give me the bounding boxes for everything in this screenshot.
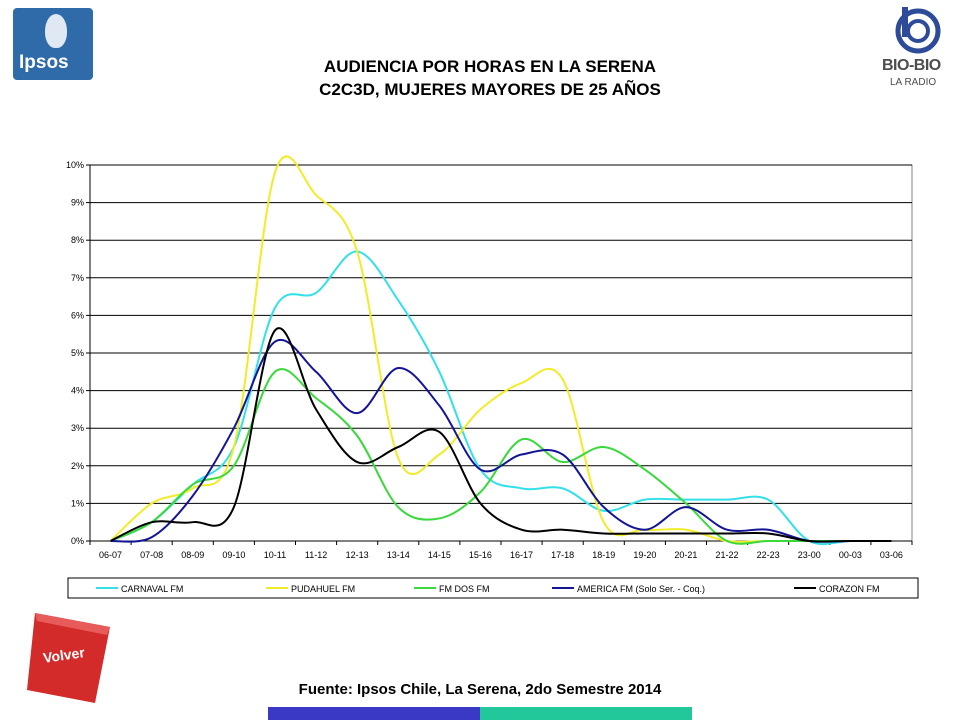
page-title: AUDIENCIA POR HORAS EN LA SERENA C2C3D, … bbox=[230, 55, 750, 101]
y-tick-label: 3% bbox=[71, 423, 84, 433]
chart-grid bbox=[89, 164, 913, 542]
legend-label-1: CARNAVAL FM bbox=[121, 584, 183, 594]
biobio-logo-name: BIO-BIO bbox=[882, 57, 941, 74]
biobio-logo-subtitle: LA RADIO bbox=[890, 77, 937, 88]
y-tick-label: 5% bbox=[71, 348, 84, 358]
x-tick-label: 15-16 bbox=[469, 550, 492, 560]
x-tick-label: 03-06 bbox=[880, 550, 903, 560]
x-tick-label: 14-15 bbox=[428, 550, 451, 560]
legend-label-3: FM DOS FM bbox=[439, 584, 490, 594]
x-tick-label: 22-23 bbox=[757, 550, 780, 560]
x-tick-label: 10-11 bbox=[264, 550, 286, 560]
y-tick-label: 9% bbox=[71, 198, 84, 208]
source-note: Fuente: Ipsos Chile, La Serena, 2do Seme… bbox=[298, 681, 662, 698]
x-tick-label: 23-00 bbox=[798, 550, 821, 560]
y-tick-label: 8% bbox=[71, 235, 84, 245]
series-line-3 bbox=[110, 368, 892, 545]
biobio-radio-icon bbox=[895, 7, 941, 54]
x-tick-label: 12-13 bbox=[346, 550, 369, 560]
y-tick-label: 1% bbox=[71, 498, 84, 508]
volver-button-shape bbox=[27, 613, 110, 703]
legend-box bbox=[67, 577, 919, 599]
x-tick-label: 13-14 bbox=[387, 550, 410, 560]
y-tick-label: 10% bbox=[66, 160, 84, 170]
x-tick-label: 20-21 bbox=[674, 550, 697, 560]
y-tick-label: 7% bbox=[71, 273, 84, 283]
ipsos-logo: Ipsos bbox=[13, 8, 93, 80]
footer-bar-teal bbox=[480, 707, 692, 720]
x-tick-label: 00-03 bbox=[839, 550, 862, 560]
x-tick-label: 07-08 bbox=[140, 550, 163, 560]
legend-label-4: AMERICA FM (Solo Ser. - Coq.) bbox=[577, 584, 705, 594]
series-line-2 bbox=[109, 155, 892, 543]
x-tick-label: 06-07 bbox=[99, 550, 122, 560]
footer-bar-blue bbox=[268, 707, 480, 720]
x-tick-label: 18-19 bbox=[592, 550, 615, 560]
y-tick-label: 4% bbox=[71, 386, 84, 396]
x-tick-label: 17-18 bbox=[551, 550, 574, 560]
legend-label-2: PUDAHUEL FM bbox=[291, 584, 355, 594]
x-tick-label: 19-20 bbox=[633, 550, 656, 560]
x-tick-label: 16-17 bbox=[510, 550, 533, 560]
x-tick-label: 09-10 bbox=[222, 550, 245, 560]
legend-label-5: CORAZON FM bbox=[819, 584, 880, 594]
title-line-2: C2C3D, MUJERES MAYORES DE 25 AÑOS bbox=[319, 80, 661, 99]
chart-legend: CARNAVAL FM PUDAHUEL FM FM DOS FM AMERICA F… bbox=[67, 577, 919, 599]
title-line-1: AUDIENCIA POR HORAS EN LA SERENA bbox=[323, 57, 657, 76]
y-tick-label: 2% bbox=[71, 461, 84, 471]
series-line-5 bbox=[110, 327, 892, 543]
y-tick-label: 0% bbox=[71, 536, 84, 546]
x-tick-label: 08-09 bbox=[181, 550, 204, 560]
biobio-logo: BIO-BIO LA RADIO bbox=[880, 5, 950, 95]
x-tick-label: 11-12 bbox=[305, 550, 327, 560]
ipsos-logo-text: Ipsos bbox=[19, 52, 69, 73]
y-tick-label: 6% bbox=[71, 310, 84, 320]
series-line-1 bbox=[110, 250, 892, 546]
ipsos-head-icon bbox=[45, 14, 67, 48]
x-tick-label: 21-22 bbox=[716, 550, 739, 560]
chart-series bbox=[109, 155, 892, 546]
series-line-4 bbox=[110, 338, 892, 543]
volver-button[interactable]: Volver bbox=[25, 605, 115, 705]
